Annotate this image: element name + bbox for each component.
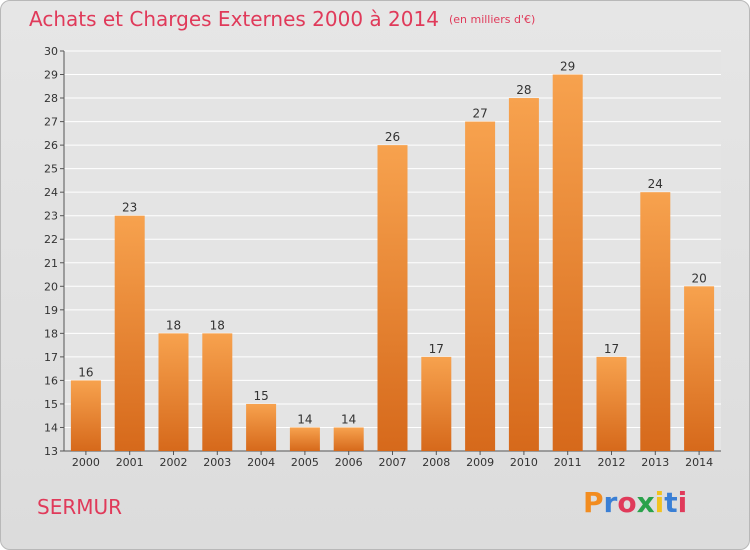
bar-value-label: 17	[429, 342, 444, 356]
bar-2011	[552, 74, 583, 451]
y-tick-label: 30	[44, 45, 58, 58]
x-tick-label: 2008	[422, 456, 450, 469]
logo-letter: i	[677, 486, 688, 519]
bar-value-label: 16	[78, 365, 93, 379]
y-tick-label: 26	[44, 139, 58, 152]
bar-2007	[377, 145, 408, 451]
bar-2002	[158, 333, 189, 451]
bar-value-label: 24	[648, 177, 663, 191]
y-tick-label: 29	[44, 69, 58, 82]
x-tick-label: 2005	[291, 456, 319, 469]
bar-2001	[114, 215, 145, 451]
x-tick-label: 2003	[203, 456, 231, 469]
y-tick-label: 13	[44, 445, 58, 458]
y-tick-label: 25	[44, 163, 58, 176]
x-tick-label: 2014	[685, 456, 713, 469]
logo-letter: t	[664, 486, 678, 519]
x-tick-label: 2000	[72, 456, 100, 469]
y-tick-label: 23	[44, 210, 58, 223]
x-tick-label: 2009	[466, 456, 494, 469]
bar-value-label: 20	[691, 271, 706, 285]
bar-2005	[289, 427, 320, 451]
x-tick-label: 2007	[379, 456, 407, 469]
logo-letter: x	[636, 486, 655, 519]
bar-value-label: 27	[472, 107, 487, 121]
bar-2003	[202, 333, 233, 451]
bar-2006	[333, 427, 364, 451]
y-tick-label: 15	[44, 398, 58, 411]
y-tick-label: 22	[44, 233, 58, 246]
y-tick-label: 27	[44, 116, 58, 129]
chart-unit: (en milliers d'€)	[448, 13, 536, 26]
bar-2014	[684, 286, 715, 451]
bar-2008	[421, 356, 452, 451]
bar-2013	[640, 192, 671, 452]
proxiti-logo: Proxiti	[583, 486, 687, 519]
y-tick-label: 16	[44, 374, 58, 387]
bar-2012	[596, 356, 627, 451]
y-tick-label: 28	[44, 92, 58, 105]
x-tick-label: 2001	[116, 456, 144, 469]
bar-value-label: 23	[122, 201, 137, 215]
x-tick-label: 2013	[641, 456, 669, 469]
y-tick-label: 17	[44, 351, 58, 364]
commune-name: SERMUR	[37, 495, 123, 519]
bar-value-label: 15	[253, 389, 268, 403]
x-tick-label: 2011	[554, 456, 582, 469]
y-tick-label: 21	[44, 257, 58, 270]
bar-value-label: 28	[516, 83, 531, 97]
bar-value-label: 29	[560, 60, 575, 74]
x-tick-label: 2006	[335, 456, 363, 469]
bar-value-label: 26	[385, 130, 400, 144]
bar-value-label: 18	[166, 318, 181, 332]
x-tick-label: 2010	[510, 456, 538, 469]
logo-letter: i	[654, 486, 665, 519]
bar-2004	[246, 403, 277, 451]
y-tick-label: 24	[44, 186, 58, 199]
bar-value-label: 14	[297, 412, 312, 426]
y-tick-label: 20	[44, 280, 58, 293]
x-tick-label: 2012	[598, 456, 626, 469]
x-tick-label: 2004	[247, 456, 275, 469]
y-tick-label: 14	[44, 421, 58, 434]
bar-2010	[508, 98, 539, 451]
bar-value-label: 18	[210, 318, 225, 332]
chart-title: Achats et Charges Externes 2000 à 2014 (e…	[29, 7, 535, 31]
bar-value-label: 17	[604, 342, 619, 356]
logo-letter: P	[583, 486, 604, 519]
y-tick-label: 19	[44, 304, 58, 317]
logo-letter: r	[603, 486, 618, 519]
y-tick-label: 18	[44, 327, 58, 340]
bar-2000	[70, 380, 101, 451]
bar-2009	[465, 121, 496, 452]
bar-value-label: 14	[341, 412, 356, 426]
x-tick-label: 2002	[160, 456, 188, 469]
chart-title-text: Achats et Charges Externes 2000 à 2014	[29, 7, 439, 31]
logo-letter: o	[617, 486, 637, 519]
